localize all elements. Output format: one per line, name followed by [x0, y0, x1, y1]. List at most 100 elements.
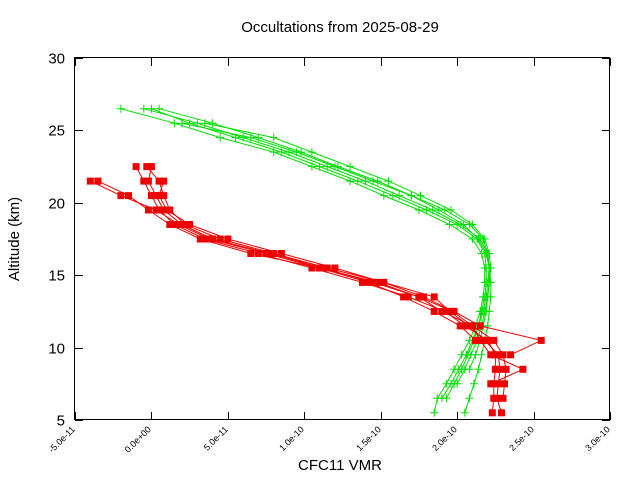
- data-point: [446, 307, 453, 315]
- data-point: [152, 206, 160, 214]
- data-point: [470, 379, 478, 388]
- data-point: [485, 249, 494, 258]
- data-point: [254, 133, 263, 142]
- data-point: [181, 221, 189, 228]
- data-point: [379, 191, 388, 200]
- data-point: [247, 250, 255, 257]
- data-point: [254, 250, 262, 257]
- data-point: [474, 365, 483, 374]
- data-point: [369, 278, 377, 286]
- red-profile-6: [132, 163, 499, 417]
- data-point: [175, 221, 183, 228]
- data-point: [160, 177, 168, 185]
- data-point: [465, 365, 474, 374]
- data-point: [462, 350, 471, 359]
- data-point: [407, 191, 416, 200]
- x-tick-label: 2.5e-10: [507, 424, 536, 453]
- data-point: [501, 380, 508, 388]
- data-point: [132, 163, 140, 171]
- data-point: [346, 162, 355, 171]
- data-point: [395, 191, 404, 200]
- data-point: [486, 264, 495, 272]
- data-point: [216, 235, 224, 243]
- profile-line: [120, 108, 486, 413]
- data-point: [498, 409, 505, 417]
- profile-line: [146, 166, 502, 413]
- data-point: [485, 278, 494, 287]
- x-tick-label: 3.0e-10: [583, 424, 612, 453]
- data-point: [308, 264, 316, 272]
- data-point: [499, 351, 507, 359]
- data-point: [471, 350, 480, 359]
- y-tick-label: 20: [48, 196, 65, 213]
- data-point: [502, 365, 510, 373]
- data-point: [269, 133, 278, 142]
- data-point: [147, 192, 155, 200]
- data-point: [400, 293, 408, 301]
- data-point: [270, 250, 278, 257]
- data-point: [373, 177, 382, 186]
- y-tick-label: 15: [48, 268, 65, 285]
- data-point: [476, 322, 484, 330]
- x-tick-label: 5.0e-11: [202, 424, 230, 452]
- data-point: [430, 293, 438, 301]
- data-point: [262, 250, 270, 257]
- data-point: [239, 133, 248, 142]
- x-tick-label: 2.0e-10: [430, 424, 459, 453]
- data-point: [323, 264, 331, 272]
- data-point: [476, 336, 484, 344]
- data-point: [496, 365, 504, 373]
- profile-line: [90, 180, 476, 341]
- data-point: [155, 104, 164, 113]
- y-tick-label: 10: [48, 341, 65, 358]
- data-point: [472, 336, 479, 344]
- green-profile-5: [200, 119, 495, 374]
- green-profile-2: [139, 104, 494, 388]
- data-point: [456, 322, 464, 330]
- data-point: [143, 163, 151, 171]
- x-tick-label: 0.0e+00: [123, 424, 153, 454]
- data-point: [216, 133, 225, 142]
- data-point: [494, 351, 502, 359]
- data-point: [414, 206, 423, 214]
- chart-title: Occultations from 2025-08-29: [241, 19, 439, 36]
- green-profile-0: [116, 104, 489, 417]
- data-point: [499, 394, 507, 402]
- data-point: [224, 235, 232, 243]
- series-layer: [86, 104, 545, 417]
- data-point: [206, 235, 213, 243]
- data-point: [490, 336, 498, 344]
- red-profile-7: [144, 163, 510, 402]
- data-point: [155, 192, 163, 200]
- data-point: [139, 104, 148, 113]
- data-point: [208, 119, 217, 128]
- data-point: [297, 148, 306, 157]
- data-point: [140, 177, 148, 185]
- data-point: [537, 336, 545, 344]
- data-point: [482, 307, 491, 316]
- data-point: [196, 235, 204, 243]
- data-point: [307, 148, 316, 157]
- data-point: [468, 220, 477, 229]
- data-point: [365, 278, 372, 286]
- data-point: [277, 250, 285, 257]
- data-point: [487, 351, 495, 359]
- profile-line: [143, 108, 490, 385]
- data-point: [358, 278, 366, 286]
- x-axis-label: CFC11 VMR: [298, 457, 382, 474]
- data-point: [160, 192, 168, 200]
- data-point: [331, 264, 339, 272]
- data-point: [384, 177, 393, 186]
- data-point: [507, 351, 515, 359]
- profile-line: [158, 108, 490, 399]
- data-point: [519, 365, 527, 373]
- plot-frame: [74, 57, 610, 420]
- data-point: [445, 220, 454, 229]
- data-point: [144, 206, 152, 214]
- data-point: [481, 336, 489, 344]
- profile-line: [151, 108, 487, 399]
- data-point: [200, 119, 209, 128]
- data-point: [438, 307, 446, 315]
- data-point: [483, 292, 492, 301]
